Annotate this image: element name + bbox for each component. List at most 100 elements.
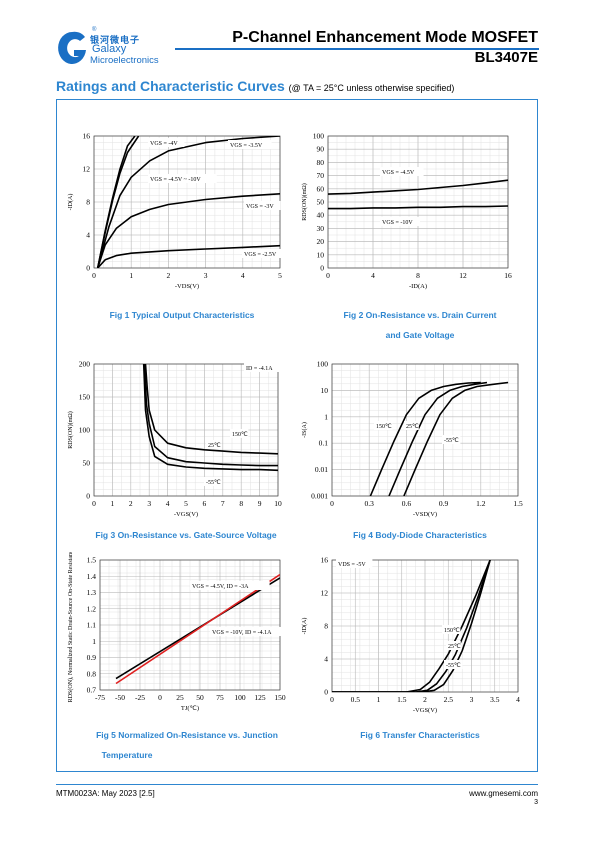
x-tick-label: 2 <box>167 271 171 280</box>
annotation-bg <box>336 559 373 568</box>
x-tick-label: 2 <box>129 499 133 508</box>
footer-website[interactable]: www.gmesemi.com <box>469 789 538 798</box>
x-tick-label: 25 <box>176 693 184 702</box>
annotation-label: -55℃ <box>446 663 461 669</box>
y-tick-label: 12 <box>321 589 329 598</box>
annotation-bg <box>380 167 424 176</box>
fig1-caption: Fig 1 Typical Output Characteristics <box>109 310 255 320</box>
footer-rule <box>56 784 538 785</box>
fig4-chart: 0 0.3 0.6 0.9 1.2 1.5 0.001 0.01 0.1 1 10 100 -VSD(V… <box>301 360 523 519</box>
y-tick-label: 40 <box>317 211 325 220</box>
x-tick-label: 0.3 <box>365 499 375 508</box>
annotation-label: 150℃ <box>444 628 460 634</box>
x-tick-label: 10 <box>274 499 282 508</box>
x-tick-label: 2 <box>423 695 427 704</box>
y-tick-label: 0.1 <box>319 439 329 448</box>
annotation-bg <box>374 421 393 430</box>
y-tick-label: 1.2 <box>87 604 97 613</box>
fig2-chart: 0 4 8 12 16 0 10 20 30 40 50 60 70 80 90 100 -ID(A) RDS(O… <box>301 132 512 291</box>
y-tick-label: 0.9 <box>87 653 97 662</box>
x-tick-label: 3.5 <box>490 695 500 704</box>
x-tick-label: 6 <box>203 499 207 508</box>
x-tick-label: 4 <box>516 695 520 704</box>
y-tick-label: 0 <box>320 264 324 273</box>
y-tick-label: 30 <box>317 224 325 233</box>
header-rule <box>175 48 539 50</box>
x-tick-label: 0 <box>330 695 334 704</box>
annotation-bg <box>206 440 221 449</box>
series-line-4 <box>96 193 280 268</box>
plot-frame <box>99 559 281 691</box>
annotation-bg <box>190 581 270 590</box>
section-note: (@ TA = 25°C unless otherwise specified) <box>288 83 455 93</box>
annotation-label: VGS = -2.5V <box>244 252 277 258</box>
y-tick-label: 100 <box>317 360 329 369</box>
annotation-bg <box>442 435 461 444</box>
plot-frame <box>327 135 509 269</box>
fig6-caption: Fig 6 Transfer Characteristics <box>360 730 480 740</box>
annotation-bg <box>210 627 290 636</box>
y-tick-label: 16 <box>83 132 91 141</box>
y-tick-label: 0.7 <box>87 686 97 695</box>
annotation-label: VGS = -10V <box>382 220 413 226</box>
fig4-caption: Fig 4 Body-Diode Characteristics <box>353 530 487 540</box>
annotation-bg <box>244 201 281 210</box>
x-axis-label: -VDS(V) <box>175 283 199 290</box>
x-tick-label: 1 <box>111 499 115 508</box>
y-tick-label: 50 <box>83 459 91 468</box>
x-tick-label: 7 <box>221 499 225 508</box>
series-line-5 <box>97 244 280 268</box>
annotation-label: -55℃ <box>206 480 221 486</box>
x-tick-label: 4 <box>371 271 375 280</box>
x-tick-label: 1 <box>129 271 133 280</box>
x-axis-label: TJ(℃) <box>181 705 199 712</box>
section-title: Ratings and Characteristic Curves <box>56 78 285 94</box>
x-tick-label: 0.5 <box>351 695 361 704</box>
annotation-bg <box>244 363 284 372</box>
x-tick-label: 0 <box>326 271 330 280</box>
y-tick-label: 80 <box>317 158 325 167</box>
y-axis-label: -ID(A) <box>67 194 74 211</box>
fig3-caption: Fig 3 On-Resistance vs. Gate-Source Volt… <box>95 530 277 540</box>
series-line-3 <box>142 364 278 472</box>
y-axis-label: RDS(ON), Normalized Static Drain-Source … <box>67 552 74 702</box>
y-tick-label: 12 <box>83 165 91 174</box>
annotation-bg <box>444 660 463 669</box>
y-tick-label: 100 <box>313 132 325 141</box>
series-line-3 <box>403 381 509 496</box>
y-tick-label: 10 <box>321 386 329 395</box>
annotation-bg <box>148 174 217 183</box>
x-tick-label: 5 <box>184 499 188 508</box>
x-tick-label: 75 <box>216 693 224 702</box>
fig3-chart: 0 1 2 3 4 5 6 7 8 9 10050100150200-VGS(V)RDS(ON)(m… <box>67 360 284 518</box>
galaxy-logo-icon <box>58 31 86 64</box>
y-tick-label: 8 <box>324 622 328 631</box>
annotation-label: VGS = -4.5V, ID = -3A <box>192 584 249 590</box>
minor-grid <box>331 363 519 497</box>
x-tick-label: 0 <box>92 271 96 280</box>
fig5-chart: -75 -50 -25 0 25 50 75 100 125 150 0.7 0.8 0.9 1 1.1 1.… <box>67 552 290 712</box>
annotation-label: VGS = -3V <box>246 204 274 210</box>
series-line-2 <box>96 136 140 268</box>
y-tick-label: 10 <box>317 250 325 259</box>
annotation-label: VGS = -4V <box>150 141 178 147</box>
x-tick-label: 4 <box>241 271 245 280</box>
y-tick-label: 0.01 <box>315 465 328 474</box>
y-tick-label: 0 <box>324 688 328 697</box>
x-axis-label: -VSD(V) <box>413 511 437 518</box>
y-tick-label: 1 <box>324 412 328 421</box>
part-number: BL3407E <box>474 49 538 66</box>
charts-frame <box>56 99 538 772</box>
logo-chinese-text: 银河微电子 <box>90 36 141 46</box>
x-axis-label: -VGS(V) <box>413 707 437 714</box>
section-heading: Ratings and Characteristic Curves (@ TA … <box>56 78 454 94</box>
x-tick-label: 8 <box>416 271 420 280</box>
x-tick-label: 3 <box>147 499 151 508</box>
y-tick-label: 16 <box>321 556 329 565</box>
y-tick-label: 1.5 <box>87 556 97 565</box>
y-tick-label: 0 <box>86 492 90 501</box>
annotation-bg <box>380 217 420 226</box>
document-title: P-Channel Enhancement Mode MOSFET <box>232 29 538 46</box>
x-tick-label: 150 <box>274 693 286 702</box>
annotation-bg <box>442 625 461 634</box>
